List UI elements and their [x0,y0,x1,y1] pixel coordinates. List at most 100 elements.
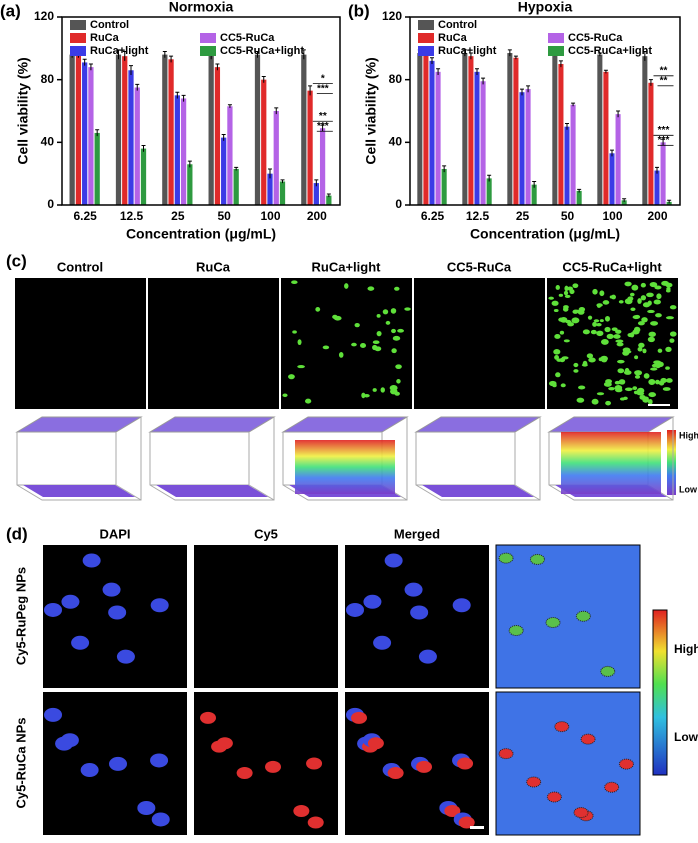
cell [572,309,579,314]
legend-swatch [70,33,86,43]
bar [621,200,627,205]
cell [558,293,564,297]
row-title: Cy5-RuCa NPs [13,717,28,808]
cell [637,298,642,304]
error-bar [558,60,563,68]
cell [548,296,554,300]
error-bar [301,49,306,60]
cell [638,342,645,348]
error-bar [610,149,614,157]
cell [604,315,610,322]
bar [319,128,326,205]
legend-label: CC5-RuCa+light [220,45,304,57]
nucleus [61,594,80,609]
cell [344,283,349,289]
cell [578,385,586,390]
bar [326,195,332,205]
cell [392,335,401,341]
nucleus [71,635,90,650]
cell [640,295,647,301]
nucleus [102,582,121,597]
error-bar [88,63,93,71]
cy5-signal [457,757,474,770]
error-bar [642,50,647,61]
cell [648,392,657,398]
bar [168,59,174,205]
bar [69,54,75,205]
cell [614,380,621,385]
cell [564,285,569,292]
cell [634,370,641,374]
bar [187,164,193,205]
cell [602,300,610,305]
cell [592,288,598,295]
legend-swatch [70,20,86,30]
error-bar [481,77,486,85]
bar [180,98,187,205]
cell [567,322,575,327]
cell [391,348,397,354]
nucleus [384,553,403,568]
box-frame [414,416,542,433]
cell [571,317,580,324]
x-axis-label: Concentration (μg/mL) [126,226,276,242]
cell [617,359,625,364]
cell [391,328,396,334]
cell [396,379,401,384]
bar [597,54,603,205]
error-bar [215,63,220,71]
cell [586,353,594,359]
heat-spot [580,733,596,745]
error-bar [616,110,621,118]
cell [653,299,661,305]
cell [367,286,375,291]
surface-plot [148,416,276,501]
nucleus [410,605,429,620]
heat-spot [573,807,589,819]
bar [115,54,122,205]
annotation: *** [658,135,670,146]
cell [560,383,566,388]
cell [385,320,391,325]
cell [394,286,400,291]
nucleus [404,582,423,597]
x-tick-label: 6.25 [421,209,445,223]
cell [376,331,382,337]
cell [669,305,677,310]
error-bar [487,174,492,182]
y-tick-label: 80 [389,72,403,86]
cell [596,392,605,396]
heat-spot [508,625,524,637]
column-title: DAPI [99,526,130,541]
cell [338,352,344,358]
error-bar [255,50,260,58]
nucleus [452,598,471,613]
error-bar [221,134,226,141]
cell [657,361,664,368]
x-tick-label: 12.5 [466,209,490,223]
error-bar [436,68,441,75]
legend-label: CC5-RuCa+light [568,45,652,57]
row-title: Cy5-RuPeg NPs [13,567,28,665]
error-bar [661,138,666,146]
cell [627,332,634,338]
y-tick-label: 0 [395,197,402,211]
error-bar [571,102,576,107]
cell [558,317,565,322]
heat-spot [604,781,620,793]
error-bar [129,65,133,75]
heatmap [495,691,641,836]
cell [654,285,662,290]
error-bar [122,50,127,61]
cell [563,290,569,296]
cell [662,387,671,391]
column-title: RuCa+light [312,259,382,274]
heat-spot [498,748,514,760]
bar [507,53,513,206]
error-bar [520,88,524,96]
legend-swatch [548,46,564,56]
bar [82,62,88,205]
bar [648,82,654,205]
annotation: * [321,73,325,84]
cell [582,329,590,335]
